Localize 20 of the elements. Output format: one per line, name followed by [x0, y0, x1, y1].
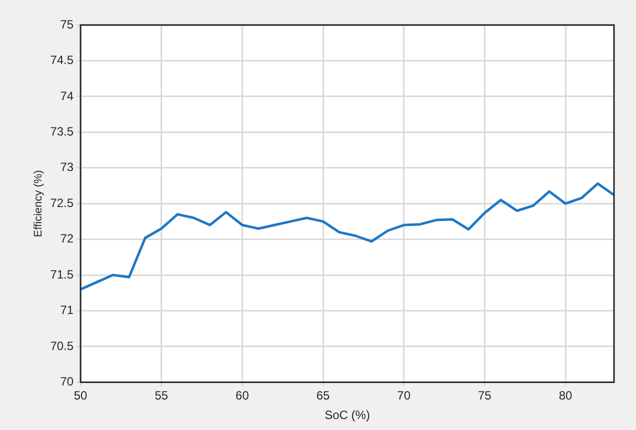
y-tick-label: 71.5 — [50, 267, 74, 282]
x-tick-label: 75 — [478, 388, 492, 403]
y-tick-label: 71 — [60, 303, 74, 318]
x-tick-label: 60 — [236, 388, 250, 403]
y-tick-label: 73.5 — [50, 124, 74, 138]
y-tick-label: 74.5 — [50, 53, 74, 68]
x-tick-label: 55 — [154, 388, 168, 403]
x-tick-label: 70 — [397, 388, 411, 403]
y-tick-label: 70 — [60, 374, 74, 389]
y-tick-label: 75 — [60, 17, 74, 32]
y-tick-label: 72.5 — [50, 196, 74, 210]
x-tick-label: 50 — [74, 388, 88, 403]
y-axis-title: Efficiency (%) — [32, 170, 45, 238]
y-tick-label: 73 — [60, 160, 74, 174]
y-tick-label: 74 — [60, 88, 74, 103]
y-tick-label: 72 — [60, 232, 74, 246]
x-tick-label: 65 — [316, 388, 330, 403]
x-axis-title: SoC (%) — [324, 408, 370, 422]
x-tick-label: 80 — [558, 388, 572, 403]
y-tick-label: 70.5 — [50, 338, 74, 353]
